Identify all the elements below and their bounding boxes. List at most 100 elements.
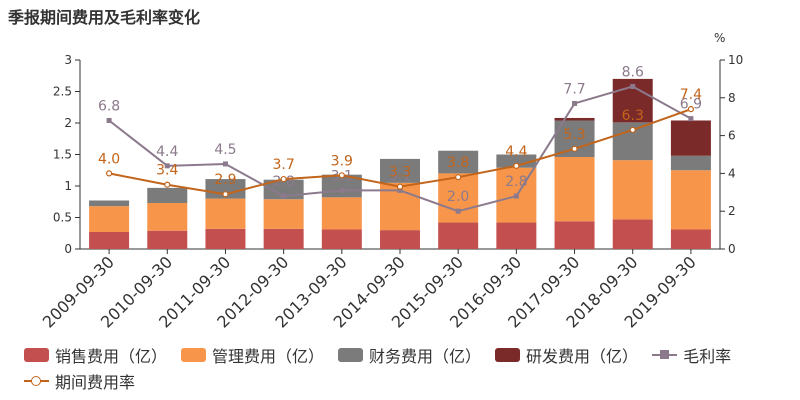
legend-label: 期间费用率 <box>55 373 136 392</box>
bar-2 <box>612 160 653 220</box>
label-expense-rate: 4.0 <box>98 151 120 167</box>
y-left-tick-label: 0.5 <box>53 211 72 225</box>
bar-1 <box>89 231 130 249</box>
label-expense-rate: 3.4 <box>156 163 178 179</box>
bar-2 <box>670 170 711 230</box>
bar-2 <box>205 198 246 229</box>
label-gross-margin: 6.9 <box>680 97 702 113</box>
label-expense-rate: 5.3 <box>563 127 585 143</box>
bar-3 <box>670 155 711 171</box>
y-left-tick-label: 1.5 <box>53 148 72 162</box>
label-gross-margin: 6.8 <box>98 98 120 114</box>
bar-1 <box>147 230 188 249</box>
y-right-unit: % <box>714 31 725 45</box>
label-gross-margin: 7.7 <box>563 81 585 97</box>
circle-marker-icon <box>31 376 41 386</box>
legend-swatch <box>652 348 678 362</box>
legend-item: 财务费用（亿） <box>338 344 481 366</box>
point-gross-margin <box>281 193 287 199</box>
bar-2 <box>438 173 479 223</box>
legend-swatch <box>24 374 49 388</box>
y-right-tick-label: 10 <box>728 53 743 67</box>
point-gross-margin <box>397 187 403 193</box>
bar-2 <box>89 206 130 232</box>
label-expense-rate: 3.9 <box>331 153 353 169</box>
point-expense-rate <box>455 174 462 181</box>
bar-3 <box>380 158 420 183</box>
legend-item: 期间费用率 <box>24 370 135 392</box>
label-gross-margin: 8.6 <box>622 64 644 80</box>
legend-item: 管理费用（亿） <box>181 344 324 366</box>
legend: 销售费用（亿） 管理费用（亿） 财务费用（亿） 研发费用（亿） 毛利率期间费用率 <box>24 344 794 392</box>
point-expense-rate <box>105 170 113 177</box>
bar-1 <box>321 229 362 249</box>
bar-1 <box>438 222 479 249</box>
point-gross-margin <box>513 193 519 199</box>
label-gross-margin: 2.0 <box>447 189 469 205</box>
label-gross-margin: 4.5 <box>214 142 236 158</box>
y-left-tick-label: 3 <box>64 53 72 67</box>
bar-1 <box>263 228 304 249</box>
point-gross-margin <box>164 163 170 169</box>
square-marker-icon <box>660 350 670 359</box>
legend-item: 研发费用（亿） <box>495 344 638 366</box>
y-left-tick-label: 1 <box>64 179 72 193</box>
point-gross-margin <box>630 83 636 89</box>
label-gross-margin: 4.4 <box>156 144 178 160</box>
legend-label: 销售费用（亿） <box>55 347 168 366</box>
point-expense-rate <box>629 126 636 134</box>
legend-item: 销售费用（亿） <box>24 344 167 366</box>
label-gross-margin: 2.8 <box>505 174 527 190</box>
y-right-tick-label: 4 <box>728 166 736 180</box>
bar-3 <box>496 154 537 168</box>
y-left-tick-label: 2.5 <box>53 85 72 99</box>
bar-1 <box>670 229 711 249</box>
point-expense-rate <box>396 183 404 190</box>
legend-label: 财务费用（亿） <box>369 347 482 366</box>
point-gross-margin <box>339 187 345 193</box>
point-gross-margin <box>572 100 578 106</box>
bar-4 <box>670 120 711 156</box>
bar-3 <box>438 150 479 174</box>
point-gross-margin <box>222 161 228 167</box>
point-expense-rate <box>222 191 229 198</box>
point-expense-rate <box>280 175 287 183</box>
label-expense-rate: 3.3 <box>389 165 411 181</box>
point-expense-rate <box>571 145 578 152</box>
label-expense-rate: 3.7 <box>273 157 295 173</box>
y-left-tick-label: 0 <box>64 242 72 256</box>
bar-3 <box>89 200 130 207</box>
label-expense-rate: 4.4 <box>505 144 527 160</box>
point-expense-rate <box>338 172 345 179</box>
y-right-tick-label: 2 <box>728 204 736 218</box>
point-gross-margin <box>455 208 461 214</box>
point-expense-rate <box>687 106 695 113</box>
legend-item: 毛利率 <box>652 344 731 366</box>
legend-swatch <box>338 348 364 362</box>
chart-title: 季报期间费用及毛利率变化 <box>8 8 201 27</box>
y-right-tick-label: 6 <box>728 129 736 143</box>
bar-1 <box>380 230 420 249</box>
bar-1 <box>612 219 653 249</box>
point-expense-rate <box>164 181 171 188</box>
y-right-tick-label: 8 <box>728 91 736 105</box>
legend-label: 毛利率 <box>683 347 732 366</box>
point-expense-rate <box>513 162 520 169</box>
bar-2 <box>263 199 304 229</box>
point-gross-margin <box>106 117 112 123</box>
y-left-tick-label: 2 <box>64 116 72 130</box>
label-gross-margin: 3.1 <box>389 168 411 184</box>
label-expense-rate: 7.4 <box>680 87 702 103</box>
bar-2 <box>147 203 188 231</box>
y-right-tick-label: 0 <box>728 242 736 256</box>
label-expense-rate: 6.3 <box>622 108 644 124</box>
bar-1 <box>205 228 246 249</box>
bar-1 <box>496 222 537 249</box>
label-expense-rate: 2.9 <box>214 172 236 188</box>
bar-1 <box>554 221 595 249</box>
bar-3 <box>205 179 246 199</box>
legend-swatch <box>24 348 49 362</box>
bar-3 <box>147 187 188 204</box>
bar-2 <box>321 197 362 230</box>
chart-plot: 00.511.522.530246810%2009-09-302010-09-3… <box>39 31 744 332</box>
